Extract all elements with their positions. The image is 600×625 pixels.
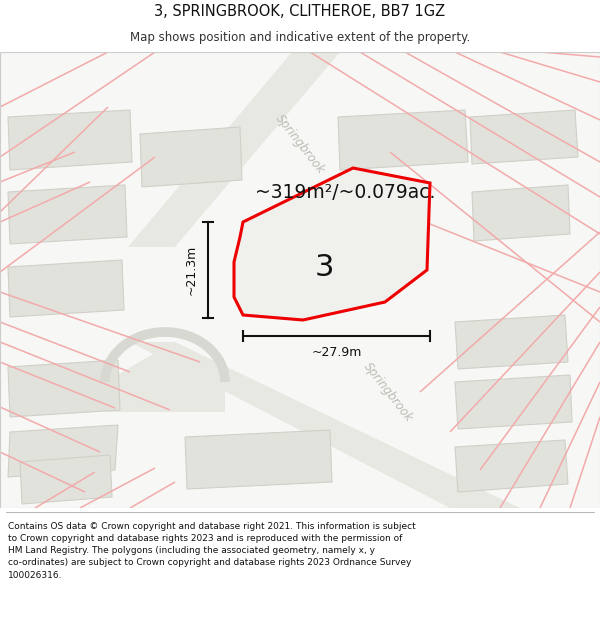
Text: Map shows position and indicative extent of the property.: Map shows position and indicative extent… bbox=[130, 31, 470, 44]
Polygon shape bbox=[8, 260, 124, 317]
Polygon shape bbox=[455, 315, 568, 369]
Text: Springbrook: Springbrook bbox=[273, 112, 327, 176]
Polygon shape bbox=[472, 185, 570, 241]
Text: Contains OS data © Crown copyright and database right 2021. This information is : Contains OS data © Crown copyright and d… bbox=[8, 522, 416, 579]
Polygon shape bbox=[8, 360, 120, 417]
Polygon shape bbox=[8, 425, 118, 477]
Polygon shape bbox=[234, 168, 430, 320]
Polygon shape bbox=[185, 430, 332, 489]
Polygon shape bbox=[105, 347, 225, 412]
Polygon shape bbox=[470, 110, 578, 164]
Polygon shape bbox=[140, 127, 242, 187]
Polygon shape bbox=[130, 342, 520, 508]
Polygon shape bbox=[8, 185, 127, 244]
Text: ~27.9m: ~27.9m bbox=[311, 346, 362, 359]
Text: ~319m²/~0.079ac.: ~319m²/~0.079ac. bbox=[255, 182, 435, 201]
Text: 3: 3 bbox=[314, 253, 334, 282]
Text: ~21.3m: ~21.3m bbox=[185, 245, 197, 295]
Text: 3, SPRINGBROOK, CLITHEROE, BB7 1GZ: 3, SPRINGBROOK, CLITHEROE, BB7 1GZ bbox=[154, 4, 446, 19]
Polygon shape bbox=[128, 52, 340, 247]
Polygon shape bbox=[455, 375, 572, 429]
Polygon shape bbox=[338, 110, 468, 170]
Polygon shape bbox=[20, 455, 112, 504]
Polygon shape bbox=[0, 52, 600, 508]
Text: Springbrook: Springbrook bbox=[361, 360, 415, 424]
Polygon shape bbox=[455, 440, 568, 492]
Polygon shape bbox=[8, 110, 132, 170]
